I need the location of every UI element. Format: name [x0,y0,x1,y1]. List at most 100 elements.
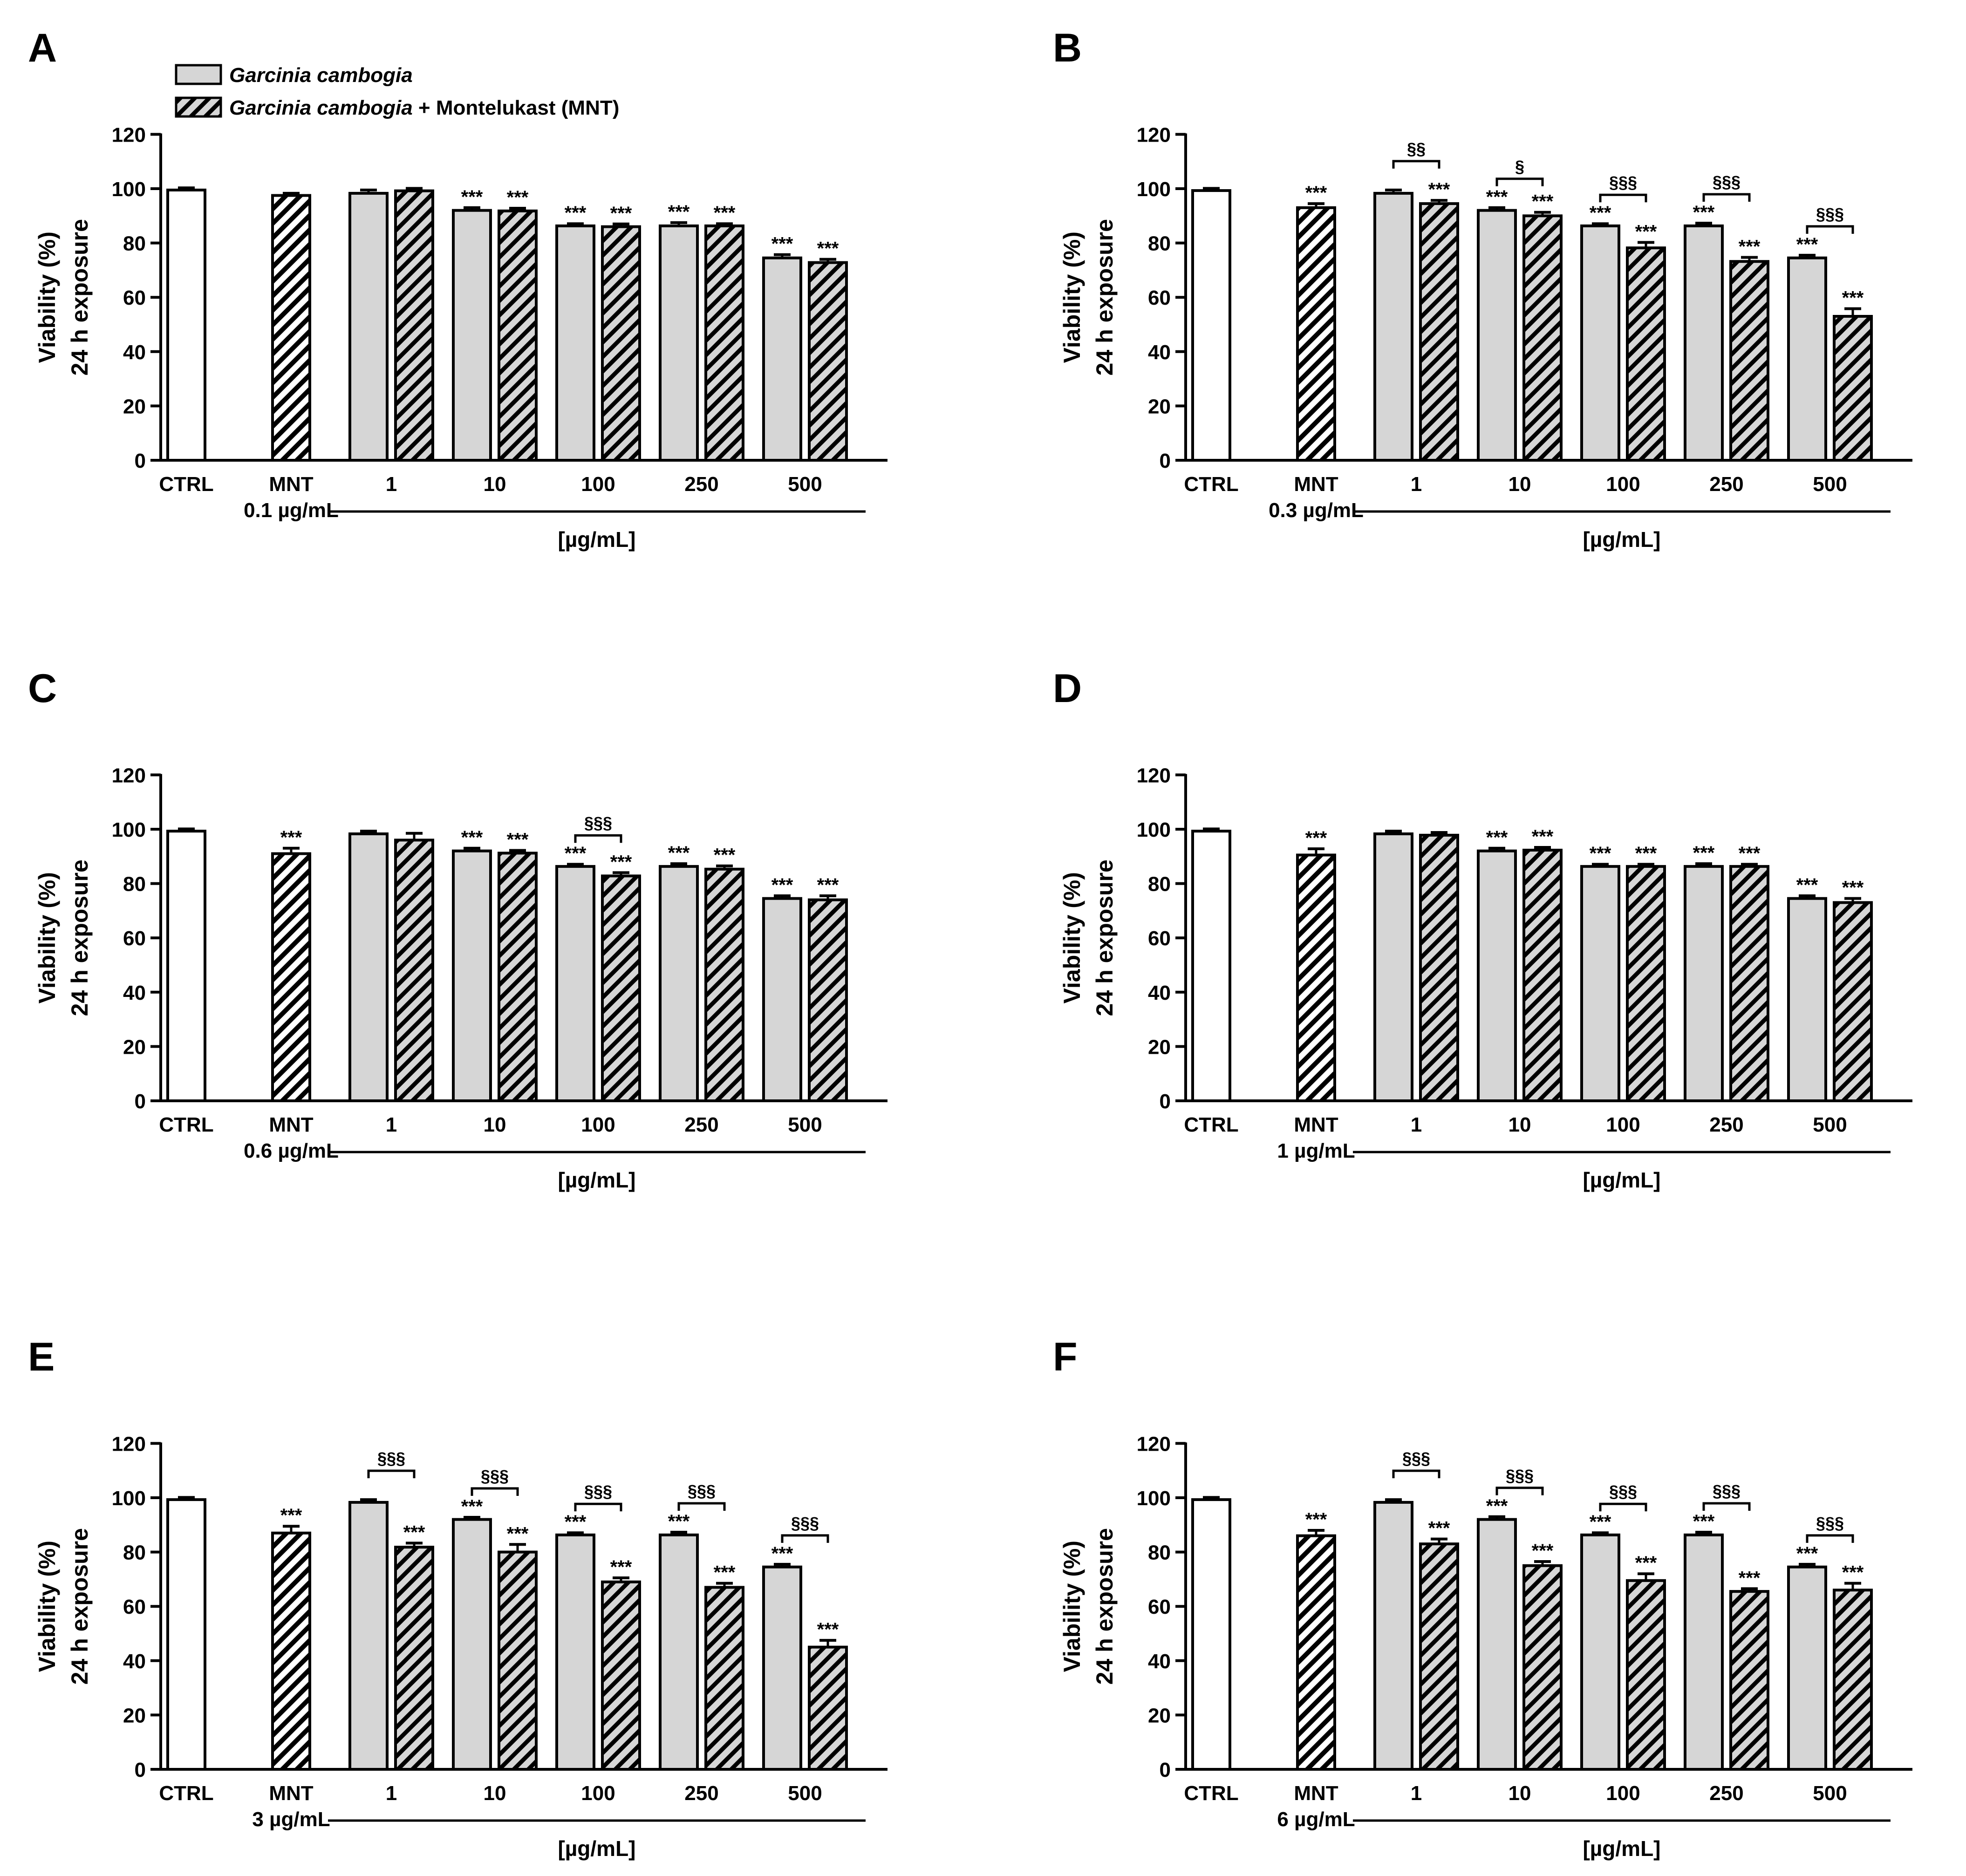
y-tick-label: 0 [135,450,146,472]
significance-bracket [1392,160,1440,169]
group-axis-label: [µg/mL] [558,527,635,552]
x-label-dose: 1 [1411,1113,1422,1136]
y-tick-label: 40 [123,341,146,364]
bar-garcinia-mnt-250 [704,224,744,462]
bar-garcinia-500 [1787,1565,1827,1771]
x-label-mnt: MNT [269,1113,313,1136]
significance-stars: *** [714,1562,736,1583]
x-label-dose: 250 [684,1782,718,1805]
bar-garcinia-mnt-500 [808,261,848,462]
significance-bracket [1702,193,1751,202]
significance-stars: *** [771,875,793,895]
significance-stars: *** [1739,236,1761,257]
significance-bracket [367,1469,416,1479]
x-label-dose: 10 [1509,1113,1531,1136]
significance-stars: *** [403,1522,425,1542]
bar-garcinia-1 [1373,1501,1413,1771]
significance-stars: *** [1486,827,1508,848]
x-label-dose: 500 [1813,1782,1847,1805]
y-tick-label: 40 [123,1650,146,1673]
y-tick-label: 40 [123,982,146,1004]
y-tick-label: 40 [1148,341,1171,364]
bar-garcinia-mnt-250 [1729,865,1769,1102]
x-label-dose: 100 [1606,1113,1640,1136]
y-tick-label: 0 [1160,1090,1171,1113]
significance-stars: *** [610,1557,632,1577]
significance-stars: *** [1842,1562,1864,1583]
significance-bracket-label: §§§ [377,1449,405,1468]
bar-garcinia-100 [555,1533,595,1771]
significance-bracket [574,834,622,843]
significance-bracket-label: §§§ [1402,1449,1430,1468]
bar-garcinia-250 [1684,224,1724,462]
legend-label-garcinia-montelukast: Garcinia cambogia + Montelukast (MNT) [229,96,619,119]
significance-stars: *** [668,843,690,863]
x-label-mnt-dose: 3 µg/mL [252,1808,330,1831]
bar-ctrl [166,830,206,1102]
bar-garcinia-1 [1373,832,1413,1102]
x-label-dose: 250 [1709,473,1743,496]
significance-stars-mnt: *** [1305,828,1327,848]
significance-stars: *** [1635,221,1657,242]
significance-stars: *** [507,829,529,850]
significance-bracket-label: §§§ [584,1482,612,1501]
significance-bracket-label: §§§ [1713,1481,1741,1501]
x-label-ctrl: CTRL [1184,1782,1238,1805]
bar-garcinia-250 [659,1533,699,1771]
bar-garcinia-mnt-10 [1522,214,1563,462]
y-tick-label: 60 [123,1596,146,1618]
significance-stars: *** [565,1512,587,1532]
bar-garcinia-100 [1580,865,1620,1102]
bar-garcinia-250 [1684,1533,1724,1771]
significance-stars-mnt: *** [1305,1509,1327,1530]
bar-garcinia-mnt-10 [498,852,538,1102]
x-label-dose: 10 [1509,1782,1531,1805]
x-label-dose: 500 [788,473,822,496]
bar-garcinia-mnt-10 [1522,848,1563,1102]
x-label-ctrl: CTRL [159,1113,213,1136]
panel-d: D 0 20 40 60 80 100 120 Viability (%) 24 h exposu… [1053,666,1912,1192]
bar-garcinia-100 [555,224,595,462]
x-label-dose: 10 [484,1113,506,1136]
significance-bracket [574,1502,622,1512]
significance-bracket [1806,225,1854,234]
x-label-mnt: MNT [269,473,313,496]
significance-stars: *** [817,1619,839,1640]
bar-garcinia-mnt-100 [601,225,641,462]
bar-garcinia-mnt-500 [808,1645,848,1771]
panel-e: E 0 20 40 60 80 100 120 Viability (%) 24 h exposu… [28,1335,887,1861]
significance-stars: *** [1693,843,1715,863]
y-tick-label: 80 [123,873,146,896]
significance-stars: *** [1842,288,1864,308]
significance-bracket-label: § [1515,157,1524,176]
bar-ctrl [166,188,206,462]
panel-e-letter: E [28,1335,55,1379]
significance-stars: *** [714,203,736,223]
bar-garcinia-500 [762,1565,802,1771]
bar-garcinia-mnt-250 [1729,260,1769,462]
x-label-mnt: MNT [1294,1113,1338,1136]
y-tick-label: 120 [1137,1433,1171,1455]
significance-bracket [1806,1534,1854,1543]
significance-bracket-label: §§§ [1816,1514,1844,1533]
significance-bracket-label: §§§ [1506,1466,1534,1485]
significance-bracket [677,1502,726,1511]
panel-c: C 0 20 40 60 80 100 120 Viability (%) 24 h exposu… [28,666,887,1192]
y-tick-label: 60 [123,927,146,950]
significance-stars: *** [1486,187,1508,207]
x-label-dose: 250 [1709,1782,1743,1805]
significance-stars: *** [1532,191,1554,212]
significance-stars: *** [565,203,587,223]
y-axis-label-line2: 24 h exposure [67,860,93,1016]
y-tick-label: 100 [1137,1487,1171,1510]
bar-garcinia-mnt-10 [498,209,538,462]
y-tick-label: 20 [123,1036,146,1058]
y-tick-label: 120 [112,1433,146,1455]
significance-stars: *** [507,187,529,208]
significance-stars: *** [1693,202,1715,223]
legend-label-garcinia: Garcinia cambogia [229,64,413,87]
significance-stars: *** [1486,1496,1508,1516]
legend: Garcinia cambogia Garcinia cambogia + Mo… [175,64,619,119]
significance-stars: *** [507,1523,529,1544]
bar-garcinia-mnt-1 [394,1546,434,1771]
